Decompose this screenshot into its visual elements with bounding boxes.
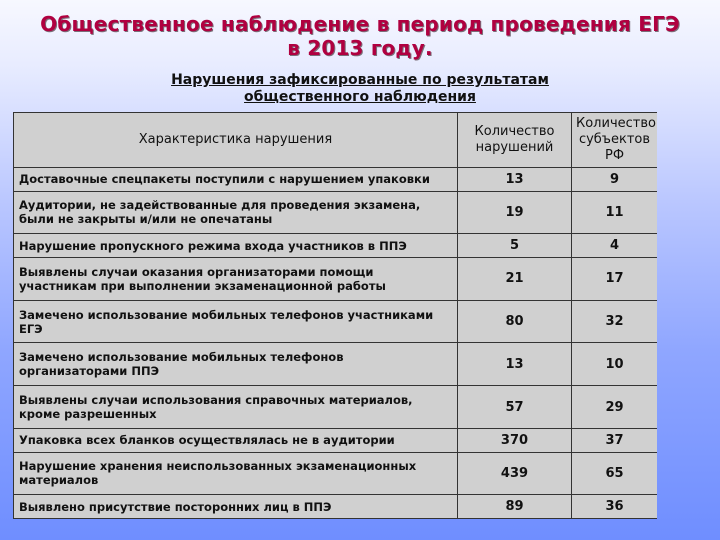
header-subjects: Количество субъектов РФ (571, 112, 657, 168)
table-row: Нарушение пропускного режима входа участ… (13, 233, 657, 258)
row-subjects: 11 (571, 190, 657, 235)
page-title-line-1: Общественное наблюдение в период проведе… (40, 12, 680, 36)
row-description: Нарушение пропускного режима входа участ… (13, 233, 458, 258)
row-subjects: 65 (571, 451, 657, 496)
row-description: Выявлено присутствие посторонних лиц в П… (13, 494, 458, 519)
table-header-row: Характеристика нарушения Количество нару… (13, 112, 657, 168)
violations-table-container: Характеристика нарушения Количество нару… (13, 112, 657, 519)
row-subjects: 37 (571, 428, 657, 453)
row-description: Аудитории, не задействованные для провед… (13, 190, 458, 235)
table-row: Выявлены случаи оказания организаторами … (13, 256, 657, 301)
page-subtitle-line-2: общественного наблюдения (244, 89, 476, 105)
violations-table: Характеристика нарушения Количество нару… (13, 112, 657, 519)
table-row: Замечено использование мобильных телефон… (13, 299, 657, 344)
row-description: Выявлены случаи использования справочных… (13, 385, 458, 430)
row-violations: 89 (457, 494, 572, 519)
table-row: Замечено использование мобильных телефон… (13, 342, 657, 387)
header-description: Характеристика нарушения (13, 112, 458, 168)
page-title-line-2: в 2013 году. (287, 36, 433, 60)
table-row: Аудитории, не задействованные для провед… (13, 190, 657, 235)
row-violations: 80 (457, 299, 572, 344)
row-description: Упаковка всех бланков осуществлялась не … (13, 428, 458, 453)
row-description: Нарушение хранения неиспользованных экза… (13, 451, 458, 496)
page-title: Общественное наблюдение в период проведе… (0, 12, 720, 60)
row-violations: 5 (457, 233, 572, 258)
row-violations: 370 (457, 428, 572, 453)
row-violations: 13 (457, 342, 572, 387)
row-violations: 21 (457, 256, 572, 301)
table-row: Выявлено присутствие посторонних лиц в П… (13, 494, 657, 519)
header-violations: Количество нарушений (457, 112, 572, 168)
row-subjects: 29 (571, 385, 657, 430)
row-description: Замечено использование мобильных телефон… (13, 299, 458, 344)
row-violations: 19 (457, 190, 572, 235)
row-description: Доставочные спецпакеты поступили с наруш… (13, 167, 458, 192)
row-subjects: 10 (571, 342, 657, 387)
row-subjects: 4 (571, 233, 657, 258)
row-description: Выявлены случаи оказания организаторами … (13, 256, 458, 301)
table-row: Упаковка всех бланков осуществлялась не … (13, 428, 657, 453)
row-violations: 439 (457, 451, 572, 496)
row-violations: 57 (457, 385, 572, 430)
row-description: Замечено использование мобильных телефон… (13, 342, 458, 387)
table-row: Выявлены случаи использования справочных… (13, 385, 657, 430)
table-row: Доставочные спецпакеты поступили с наруш… (13, 167, 657, 192)
row-subjects: 9 (571, 167, 657, 192)
page-subtitle-line-1: Нарушения зафиксированные по результатам (171, 72, 549, 88)
table-row: Нарушение хранения неиспользованных экза… (13, 451, 657, 496)
row-violations: 13 (457, 167, 572, 192)
page-subtitle: Нарушения зафиксированные по результатам… (0, 72, 720, 106)
row-subjects: 17 (571, 256, 657, 301)
row-subjects: 32 (571, 299, 657, 344)
row-subjects: 36 (571, 494, 657, 519)
